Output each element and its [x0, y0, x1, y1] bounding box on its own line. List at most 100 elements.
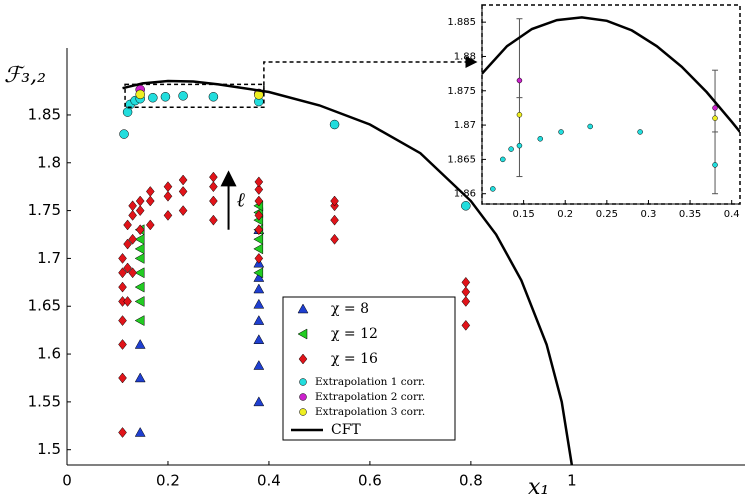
plot-content	[118, 79, 574, 466]
point	[500, 156, 506, 163]
point	[118, 427, 127, 438]
x-tick-label: 0.3	[640, 209, 656, 220]
y-tick-label: 1.875	[447, 86, 476, 97]
point	[254, 253, 264, 264]
point	[134, 426, 146, 437]
point	[134, 267, 145, 279]
inset-frame	[481, 4, 741, 205]
point	[254, 176, 264, 188]
y-tick-label: 1.865	[447, 154, 476, 165]
x-tick-label: 0.4	[724, 209, 740, 220]
y-tick-label: 1.55	[28, 392, 61, 410]
y-tick-label: 1.885	[447, 17, 476, 28]
point	[461, 286, 471, 298]
point	[134, 233, 145, 245]
point	[118, 253, 127, 264]
point	[178, 91, 188, 101]
point	[330, 233, 339, 245]
point	[253, 283, 265, 294]
y-tick-label: 1.8	[37, 153, 61, 171]
point	[253, 233, 264, 245]
point	[145, 219, 155, 231]
point	[145, 195, 155, 207]
point	[254, 195, 264, 207]
zoom-arrow	[263, 56, 478, 93]
point	[558, 129, 564, 135]
legend-label: χ = 12	[331, 326, 378, 342]
point	[461, 276, 471, 288]
point	[329, 119, 340, 130]
legend-label: χ = 16	[331, 351, 378, 367]
x-tick-label: 0.6	[358, 472, 382, 490]
point	[254, 224, 264, 236]
y-tick-label: 1.65	[28, 297, 61, 315]
legend-label: Extrapolation 2 corr.	[315, 391, 425, 403]
point	[254, 184, 264, 195]
point	[253, 267, 264, 279]
point	[330, 214, 339, 226]
point	[134, 252, 145, 264]
y-axis-label: ℱ₃,₂	[4, 63, 46, 88]
y-tick-label: 1.88	[454, 51, 476, 62]
point	[118, 315, 127, 326]
point	[118, 267, 127, 279]
x-tick-label: 0.2	[156, 472, 180, 490]
inset: 1.86 1.865 1.87 1.875 1.88 1.885 0.15 0.2 0.25 0.…	[447, 4, 741, 220]
point	[118, 372, 127, 384]
x-tick-label: 1	[567, 472, 577, 490]
point	[145, 186, 155, 197]
point	[119, 129, 129, 139]
point	[516, 112, 523, 118]
point	[209, 195, 218, 207]
point	[178, 174, 188, 186]
point	[253, 298, 265, 309]
legend-label: Extrapolation 1 corr.	[315, 376, 425, 388]
zoom-box	[124, 83, 265, 109]
point	[128, 233, 137, 245]
cft-line	[122, 79, 574, 466]
point	[209, 181, 218, 193]
point	[537, 136, 544, 142]
point	[178, 205, 188, 216]
point	[637, 129, 643, 135]
point	[134, 281, 145, 293]
point	[134, 338, 146, 349]
y-tick-label: 1.75	[28, 201, 61, 219]
point	[163, 190, 173, 202]
point	[123, 238, 132, 250]
x-tick-label: 0.8	[459, 472, 483, 490]
point	[516, 142, 523, 149]
point	[254, 209, 264, 221]
point	[163, 181, 173, 193]
y-tick-label: 1.87	[454, 120, 476, 131]
point	[135, 89, 145, 100]
y-tick-label: 1.5	[37, 440, 61, 458]
x-tick-label: 0.25	[596, 209, 618, 220]
point	[128, 209, 137, 221]
point	[134, 243, 145, 255]
x-tick-label: 0.15	[512, 209, 534, 220]
point	[135, 195, 145, 207]
y-tick-label: 1.85	[28, 105, 61, 123]
point	[299, 378, 307, 386]
point	[134, 372, 146, 383]
point	[253, 396, 265, 407]
point	[712, 162, 718, 168]
point	[461, 319, 471, 331]
point	[330, 195, 339, 207]
point	[253, 334, 265, 344]
point	[118, 281, 127, 293]
point	[209, 214, 218, 226]
point	[712, 105, 718, 111]
point	[135, 224, 145, 236]
point	[253, 360, 265, 370]
point	[299, 408, 307, 416]
main-plot: 1.5 1.55 1.6 1.65 1.7 1.75 1.8 1.85 0 0.2 0.4 0.6 0.…	[4, 48, 745, 500]
point	[297, 328, 308, 340]
x-tick-label: 0.35	[679, 209, 701, 220]
point	[587, 123, 593, 130]
point	[163, 209, 173, 221]
point	[297, 303, 309, 314]
legend-label: CFT	[331, 422, 361, 438]
point	[508, 146, 514, 152]
